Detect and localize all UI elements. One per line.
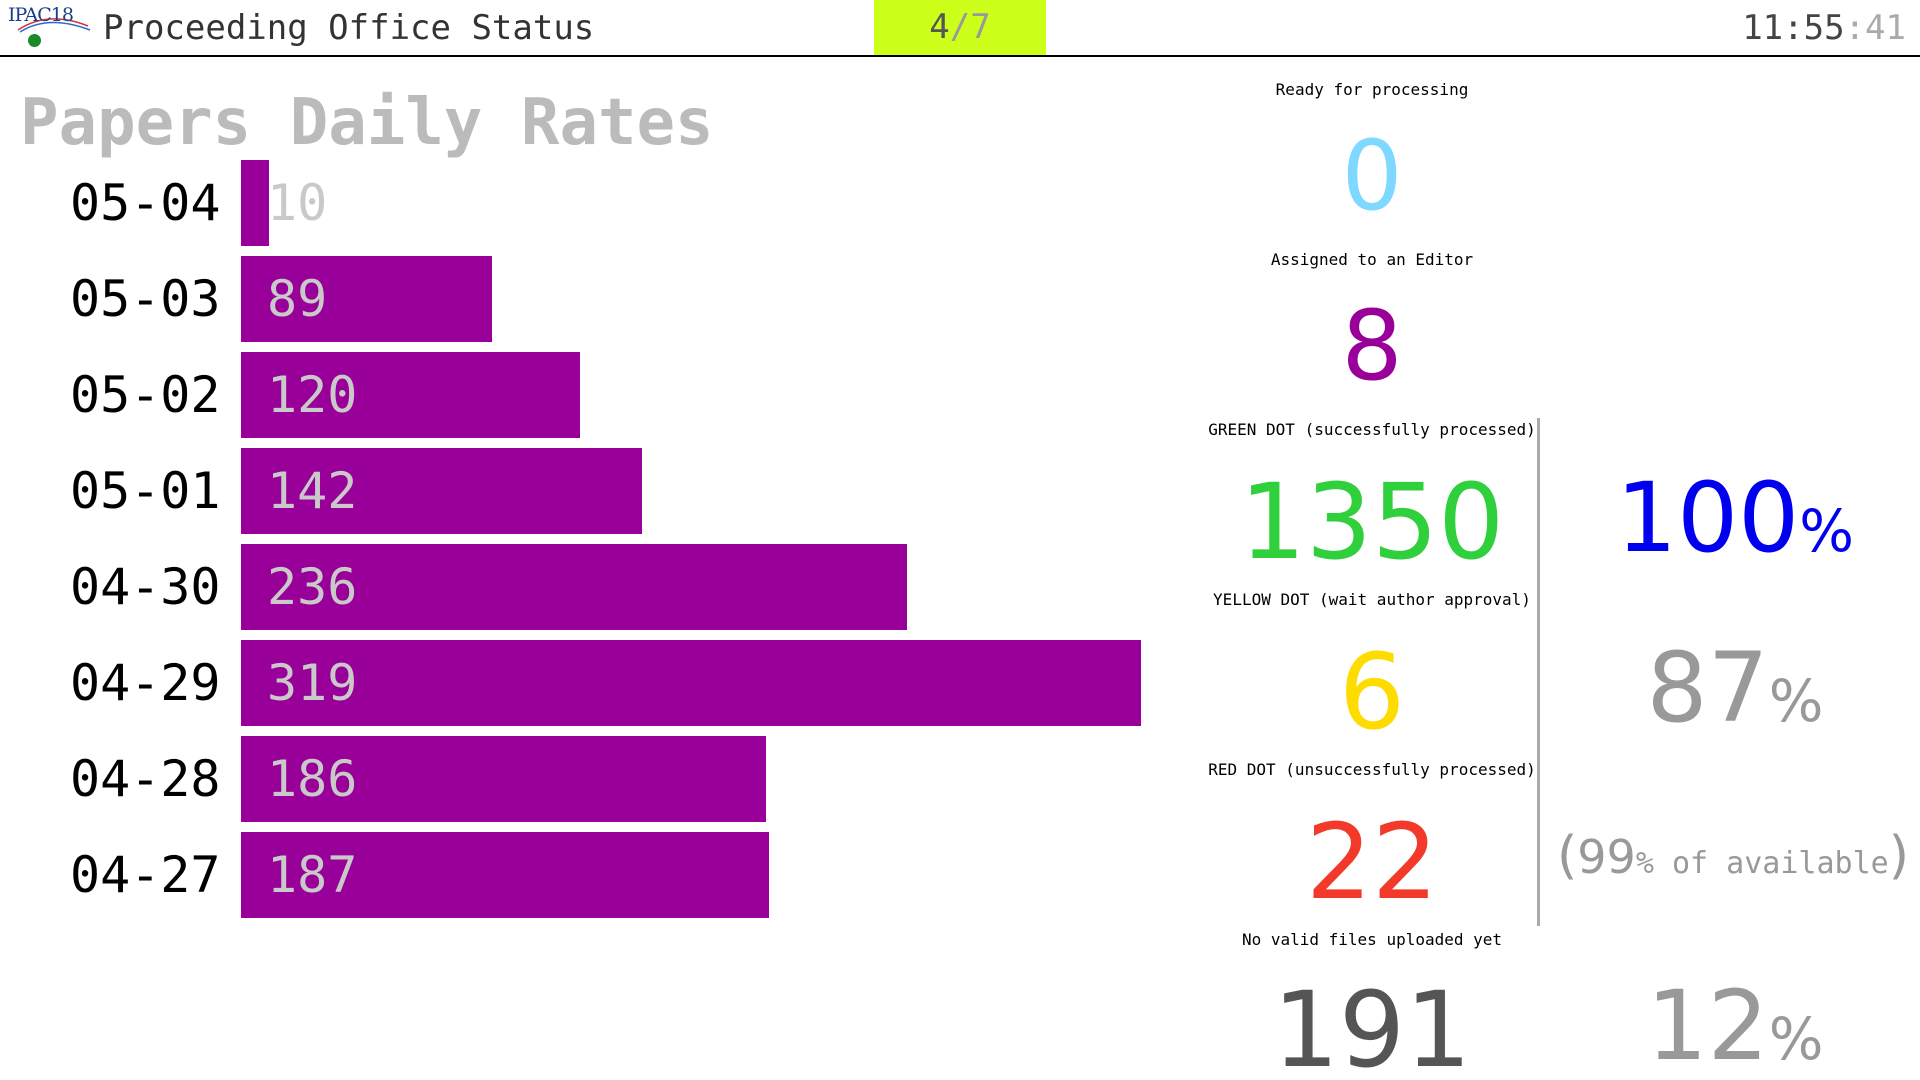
logo-text: IPAC18 [8, 4, 74, 26]
chart-value-label: 186 [267, 750, 358, 808]
chart-row: 05-02 120 [0, 352, 1180, 438]
no-valid-files-value: 191 [1272, 969, 1472, 1080]
chart-category-label: 04-27 [70, 846, 221, 904]
yellow-dot-percent-symbol: % [1768, 668, 1824, 735]
green-dot-percent-symbol: % [1799, 498, 1854, 565]
yellow-dot-percent: 87% [1575, 640, 1895, 736]
ready-value: 0 [1341, 120, 1403, 232]
red-dot-value: 22 [1305, 801, 1439, 923]
assigned-label: Assigned to an Editor [1270, 250, 1474, 269]
available-percent-note: (99% of available) [1548, 826, 1918, 894]
chart-bar [241, 448, 642, 534]
chart-value-label: 10 [267, 174, 328, 232]
chart-value-label: 319 [267, 654, 358, 712]
chart-bar [241, 736, 766, 822]
green-dot-label: GREEN DOT (successfully processed) [1208, 420, 1536, 439]
chart-category-label: 04-28 [70, 750, 221, 808]
logo-dot-icon [28, 34, 41, 47]
chart-bar [241, 352, 580, 438]
note-number: 99 [1577, 830, 1636, 884]
daily-rates-chart: 05-04 10 05-03 89 05-02 120 05-01 142 04-30 236 04… [0, 160, 1180, 960]
chart-value-label: 89 [267, 270, 328, 328]
chart-category-label: 05-03 [70, 270, 221, 328]
page-separator: / [949, 7, 971, 47]
column-divider [1537, 418, 1540, 926]
chart-value-label: 236 [267, 558, 358, 616]
note-text: of available [1653, 846, 1889, 881]
red-dot-label: RED DOT (unsuccessfully processed) [1208, 760, 1536, 779]
chart-bar [241, 832, 769, 918]
clock-seconds-separator: : [1844, 8, 1866, 48]
no-valid-files-percent-symbol: % [1768, 1006, 1824, 1073]
green-dot-percent-number: 100 [1616, 462, 1800, 574]
chart-category-label: 05-02 [70, 366, 221, 424]
clock-seconds: 41 [1865, 8, 1906, 48]
note-close-paren: ) [1888, 826, 1909, 886]
chart-bar [241, 544, 907, 630]
chart-row: 05-03 89 [0, 256, 1180, 342]
note-percent-symbol: % [1635, 846, 1654, 881]
ipac-logo: IPAC18 [8, 4, 92, 50]
green-dot-percent: 100% [1575, 470, 1895, 566]
clock-hours-minutes: 11:55 [1742, 8, 1845, 48]
chart-bar [241, 160, 269, 246]
no-valid-files-percent: 12% [1575, 978, 1895, 1074]
yellow-dot-value: 6 [1338, 631, 1406, 753]
chart-row: 05-01 142 [0, 448, 1180, 534]
no-valid-files-percent-number: 12 [1646, 970, 1769, 1080]
chart-bar [241, 640, 1141, 726]
app-title: Proceeding Office Status [103, 8, 595, 48]
page-total: 7 [970, 7, 991, 47]
assigned-value: 8 [1341, 290, 1403, 402]
chart-row: 04-30 236 [0, 544, 1180, 630]
chart-category-label: 04-30 [70, 558, 221, 616]
chart-value-label: 187 [267, 846, 358, 904]
chart-value-label: 142 [267, 462, 358, 520]
note-open-paren: ( [1556, 826, 1578, 886]
page-indicator: 4/7 [874, 0, 1046, 55]
chart-category-label: 05-01 [70, 462, 221, 520]
chart-row: 04-27 187 [0, 832, 1180, 918]
yellow-dot-percent-number: 87 [1646, 632, 1769, 744]
chart-title: Papers Daily Rates [20, 86, 714, 160]
chart-category-label: 05-04 [70, 174, 221, 232]
no-valid-files-label: No valid files uploaded yet [1241, 930, 1503, 949]
chart-row: 04-29 319 [0, 640, 1180, 726]
yellow-dot-label: YELLOW DOT (wait author approval) [1213, 590, 1531, 609]
chart-row: 05-04 10 [0, 160, 1180, 246]
header-bar: IPAC18 Proceeding Office Status 4/7 11:5… [0, 0, 1920, 57]
green-dot-value: 1350 [1239, 461, 1505, 583]
ready-label: Ready for processing [1275, 80, 1469, 99]
chart-row: 04-28 186 [0, 736, 1180, 822]
logo-swoosh-icon [17, 18, 91, 33]
chart-value-label: 120 [267, 366, 358, 424]
clock: 11:55:41 [1742, 6, 1906, 50]
page-current: 4 [929, 7, 950, 47]
chart-category-label: 04-29 [70, 654, 221, 712]
chart-bar [241, 256, 492, 342]
